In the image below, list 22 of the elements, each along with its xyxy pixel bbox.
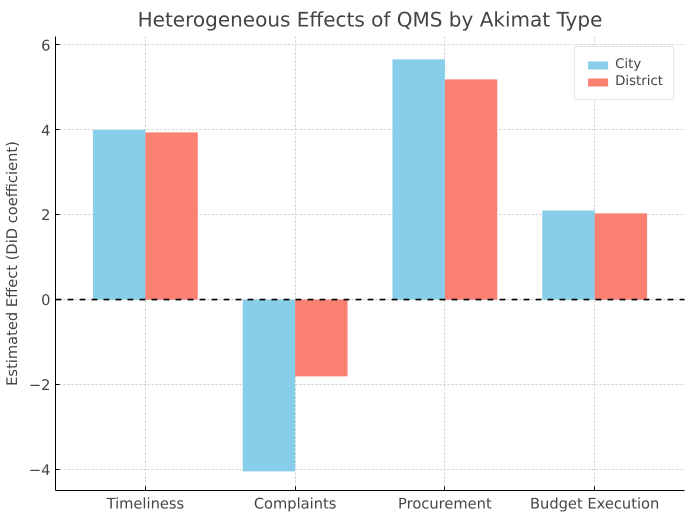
y-tick-label: 4: [41, 122, 51, 140]
chart-title: Heterogeneous Effects of QMS by Akimat Type: [138, 8, 602, 32]
x-tick-label: Timeliness: [106, 496, 184, 512]
y-axis-title: Estimated Effect (DiD coefficient): [4, 141, 21, 386]
y-tick-label: 2: [41, 207, 51, 224]
bar: [542, 210, 595, 300]
y-tick-label: 0: [41, 292, 51, 310]
x-tick-label: Procurement: [398, 496, 492, 512]
x-tick-label: Budget Execution: [530, 496, 660, 512]
x-tick-label: Complaints: [254, 496, 336, 512]
bar: [295, 300, 348, 376]
y-tick-label: 6: [41, 37, 51, 54]
y-tick-label: −4: [28, 462, 51, 479]
bar: [594, 213, 648, 300]
bar: [92, 130, 146, 300]
bar: [392, 59, 445, 300]
bar: [145, 132, 198, 300]
legend-label: District: [615, 74, 663, 89]
legend-label: City: [615, 57, 642, 72]
y-tick-label: −2: [28, 376, 51, 394]
bar: [444, 79, 498, 300]
bar: [242, 300, 296, 472]
